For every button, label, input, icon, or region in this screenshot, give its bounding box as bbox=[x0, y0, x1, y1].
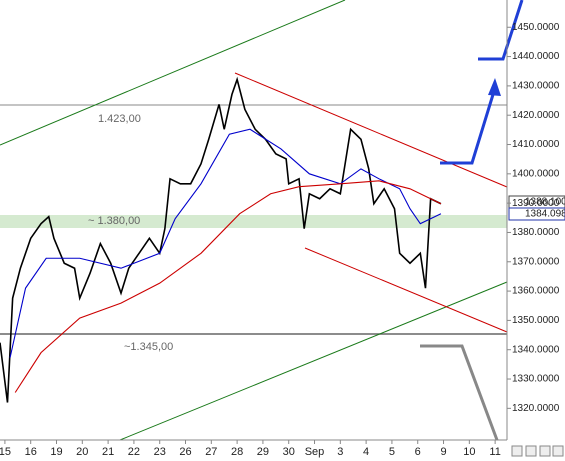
projection-arrow bbox=[440, 87, 497, 165]
y-tick-label: 1430.0000 bbox=[512, 81, 560, 92]
zoom-button[interactable] bbox=[552, 445, 564, 457]
y-tick-label: 1330.0000 bbox=[512, 374, 560, 385]
trend-channel bbox=[0, 0, 346, 146]
x-tick-label: 15 bbox=[0, 446, 11, 458]
x-tick-label: 10 bbox=[463, 446, 475, 458]
zoom-button[interactable] bbox=[539, 445, 551, 457]
y-tick-label: 1380.0000 bbox=[512, 227, 560, 238]
y-tick-label: 1400.0000 bbox=[512, 168, 560, 179]
y-tick-label: 1340.0000 bbox=[512, 344, 560, 355]
x-tick-label: 29 bbox=[257, 446, 269, 458]
y-tick-label: 1450.0000 bbox=[512, 22, 560, 33]
price-tag-label: 1388.100 bbox=[525, 197, 565, 208]
zoom-button[interactable] bbox=[511, 445, 523, 457]
arrow-head bbox=[488, 78, 501, 96]
x-tick-label: 3 bbox=[337, 446, 343, 458]
x-tick-label: 11 bbox=[489, 446, 500, 458]
y-tick-label: 1420.0000 bbox=[512, 110, 560, 121]
moving-average bbox=[14, 180, 442, 393]
x-tick-label: 19 bbox=[50, 446, 62, 458]
y-tick-label: 1440.0000 bbox=[512, 51, 560, 62]
trend-channel bbox=[234, 72, 508, 188]
plot bbox=[0, 76, 442, 403]
x-tick-label: 16 bbox=[25, 446, 37, 458]
x-tick-label: 22 bbox=[128, 446, 140, 458]
trend-channel bbox=[119, 281, 508, 441]
x-tick-label: 28 bbox=[231, 446, 243, 458]
trend-channel bbox=[304, 247, 508, 333]
x-tick-label: 6 bbox=[415, 446, 421, 458]
y-tick-label: 1410.0000 bbox=[512, 139, 560, 150]
price-line bbox=[0, 76, 442, 403]
x-tick-label: Sep bbox=[305, 446, 325, 458]
x-tick-label: 4 bbox=[363, 446, 369, 458]
projection-arrow bbox=[420, 344, 499, 441]
level-label: ~ 1.380,00 bbox=[88, 215, 140, 227]
support-band bbox=[0, 215, 507, 228]
y-tick-label: 1320.0000 bbox=[512, 403, 560, 414]
x-tick-label: 26 bbox=[179, 446, 191, 458]
price-tag bbox=[508, 207, 565, 221]
y-tick-label: 1370.0000 bbox=[512, 256, 560, 267]
y-tick-label: 1360.0000 bbox=[512, 286, 560, 297]
y-tick-label: 1350.0000 bbox=[512, 315, 560, 326]
x-tick-label: 20 bbox=[76, 446, 88, 458]
price-tag-label: 1384.098 bbox=[525, 209, 565, 220]
x-tick-label: 5 bbox=[389, 446, 395, 458]
projection-arrow bbox=[478, 0, 524, 61]
level-label: ~1.345,00 bbox=[124, 341, 173, 353]
moving-average bbox=[9, 128, 442, 358]
y-tick-label: 1390.0000 bbox=[512, 198, 560, 209]
zoom-button[interactable] bbox=[525, 445, 537, 457]
x-tick-label: 27 bbox=[205, 446, 217, 458]
x-tick-label: 9 bbox=[440, 446, 446, 458]
level-label: 1.423,00 bbox=[98, 113, 141, 125]
x-tick-label: 23 bbox=[154, 446, 166, 458]
x-tick-label: 21 bbox=[102, 446, 114, 458]
x-tick-label: 30 bbox=[283, 446, 295, 458]
